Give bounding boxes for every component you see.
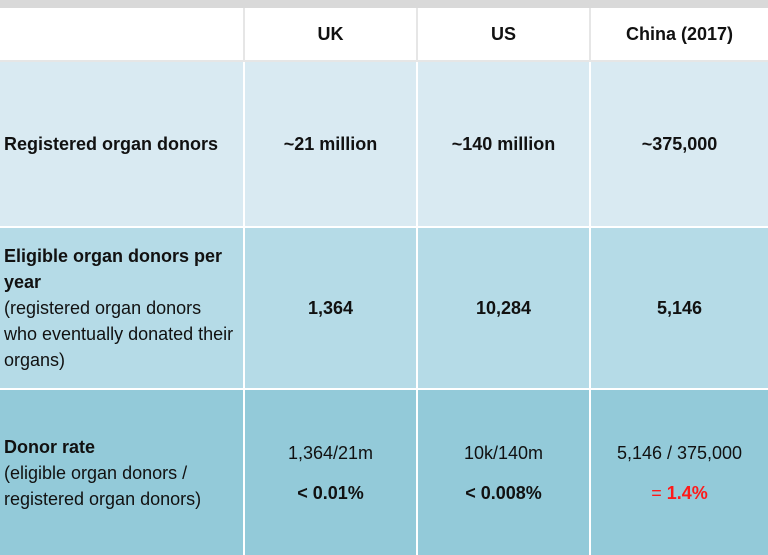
organ-donor-table: UK US China (2017) Registered organ dono… xyxy=(0,8,768,555)
cell-rate-us: 10k/140m < 0.008% xyxy=(417,389,591,555)
row-label-eligible: Eligible organ donors per year (register… xyxy=(0,227,245,390)
cell-rate-china-eq: = xyxy=(651,482,667,503)
row-label-rate: Donor rate (eligible organ donors / regi… xyxy=(0,389,245,555)
table-row-registered: Registered organ donors ~21 million ~140… xyxy=(0,61,768,228)
cell-registered-uk: ~21 million xyxy=(244,61,418,228)
cell-rate-uk-calc: 1,364/21m xyxy=(287,442,374,463)
cell-rate-uk: 1,364/21m < 0.01% xyxy=(244,389,418,555)
cell-eligible-china: 5,146 xyxy=(590,227,768,390)
row-label-eligible-title: Eligible organ donors per year xyxy=(4,246,223,292)
row-label-eligible-note: (registered organ donors who eventually … xyxy=(4,298,234,370)
cell-eligible-uk: 1,364 xyxy=(244,227,418,390)
header-china: China (2017) xyxy=(590,8,768,62)
cell-rate-china: 5,146 / 375,000 = 1.4% xyxy=(590,389,768,555)
row-label-rate-note: (eligible organ donors / registered orga… xyxy=(4,462,202,509)
cell-rate-china-calc: 5,146 / 375,000 xyxy=(616,442,743,463)
cell-registered-us: ~140 million xyxy=(417,61,591,228)
table-header-row: UK US China (2017) xyxy=(0,8,768,62)
cell-registered-china: ~375,000 xyxy=(590,61,768,228)
cell-rate-us-pct: < 0.008% xyxy=(465,482,542,503)
table-row-eligible: Eligible organ donors per year (register… xyxy=(0,227,768,390)
top-band xyxy=(0,0,768,8)
table-row-rate: Donor rate (eligible organ donors / regi… xyxy=(0,389,768,555)
header-uk: UK xyxy=(244,8,418,62)
cell-eligible-us: 10,284 xyxy=(417,227,591,390)
cell-rate-uk-pct: < 0.01% xyxy=(297,482,364,503)
header-blank-cell xyxy=(0,8,245,62)
row-label-rate-title: Donor rate xyxy=(4,436,96,457)
header-us: US xyxy=(417,8,591,62)
row-label-registered: Registered organ donors xyxy=(0,61,245,228)
cell-rate-china-pct: 1.4% xyxy=(666,482,708,503)
cell-rate-china-result: = 1.4% xyxy=(591,480,768,506)
cell-rate-us-calc: 10k/140m xyxy=(463,442,544,463)
